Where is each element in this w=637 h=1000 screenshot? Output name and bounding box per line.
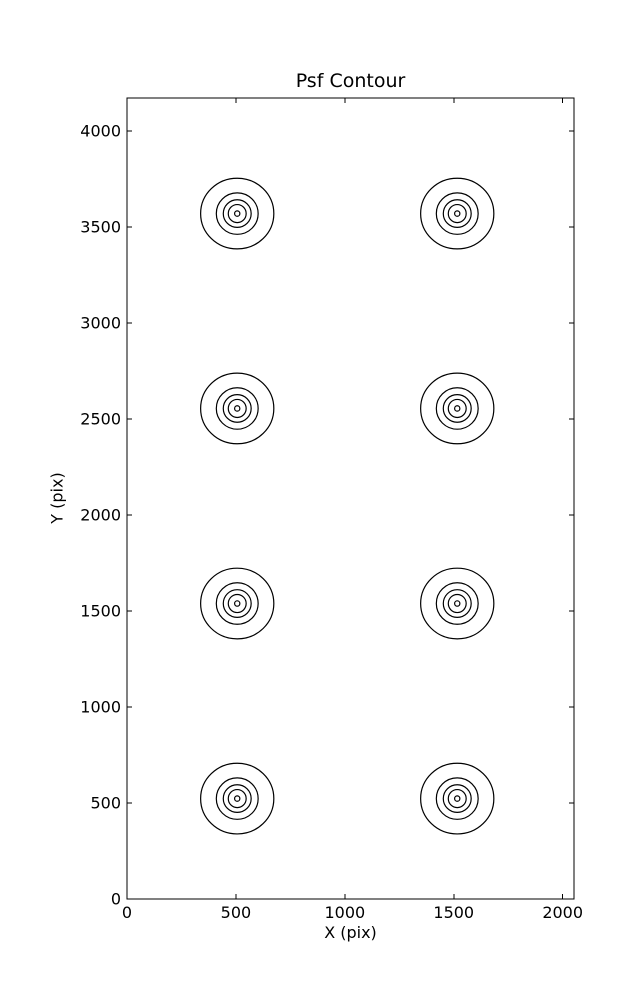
- psf-contour-ring: [435, 387, 479, 430]
- psf-contour-ring: [454, 210, 461, 217]
- psf-contour-ring: [200, 762, 275, 835]
- x-tick-label: 1500: [433, 903, 475, 922]
- y-tick-label: 1500: [80, 601, 121, 621]
- psf-contour-ring: [447, 398, 467, 419]
- psf-contour-ring: [222, 199, 252, 229]
- x-tick-label: 500: [220, 903, 252, 922]
- y-tick-label: 2000: [80, 505, 121, 525]
- psf-contour-ring: [227, 203, 247, 224]
- psf-contour-ring: [227, 398, 247, 419]
- psf-contour-ring: [200, 177, 275, 250]
- y-tick-label: 2500: [80, 409, 121, 429]
- psf-contour-ring: [435, 192, 479, 235]
- plot-border: [126, 97, 575, 900]
- psf-contour-ring: [222, 784, 252, 814]
- psf-contour-ring: [222, 394, 252, 423]
- y-tick-label: 0: [110, 889, 121, 909]
- psf-contour-ring: [454, 600, 461, 607]
- psf-contour-ring: [420, 762, 495, 835]
- psf-contour-ring: [234, 210, 241, 217]
- psf-contour-ring: [435, 582, 479, 625]
- psf-contour-ring: [442, 784, 472, 814]
- psf-contour-ring: [442, 199, 472, 229]
- x-tick-label: 1000: [324, 903, 366, 922]
- psf-contour-ring: [234, 405, 241, 412]
- psf-contour-ring: [200, 372, 275, 445]
- y-tick-label: 3500: [80, 217, 121, 237]
- y-tick-label: 500: [90, 793, 121, 813]
- psf-contour-ring: [227, 593, 247, 614]
- y-axis-label: Y (pix): [47, 472, 67, 524]
- psf-contour-ring: [215, 387, 259, 430]
- y-tick-label: 3000: [80, 313, 121, 333]
- psf-contour-ring: [454, 795, 461, 802]
- psf-contour-ring: [454, 405, 461, 412]
- psf-contour-ring: [215, 777, 259, 820]
- psf-contour-ring: [215, 582, 259, 625]
- psf-contour-ring: [442, 589, 472, 618]
- y-tick-label: 4000: [80, 121, 121, 141]
- psf-contour-ring: [215, 192, 259, 235]
- psf-contour-ring: [234, 600, 241, 607]
- chart-title: Psf Contour: [295, 70, 406, 92]
- psf-contour-ring: [447, 203, 467, 224]
- psf-contour-ring: [420, 177, 495, 250]
- psf-contour-ring: [447, 593, 467, 614]
- y-tick-label: 1000: [80, 697, 121, 717]
- x-axis-label: X (pix): [324, 923, 377, 942]
- psf-contour-ring: [447, 788, 467, 809]
- psf-contour-ring: [420, 567, 495, 640]
- x-tick-label: 2000: [542, 903, 584, 922]
- psf-contour-ring: [234, 795, 241, 802]
- psf-contour-ring: [222, 589, 252, 618]
- psf-contour-ring: [420, 372, 495, 445]
- psf-contour-ring: [227, 788, 247, 809]
- psf-contour-ring: [200, 567, 275, 640]
- psf-contour-ring: [442, 394, 472, 423]
- x-tick-label: 0: [121, 903, 133, 922]
- psf-contour-ring: [435, 777, 479, 820]
